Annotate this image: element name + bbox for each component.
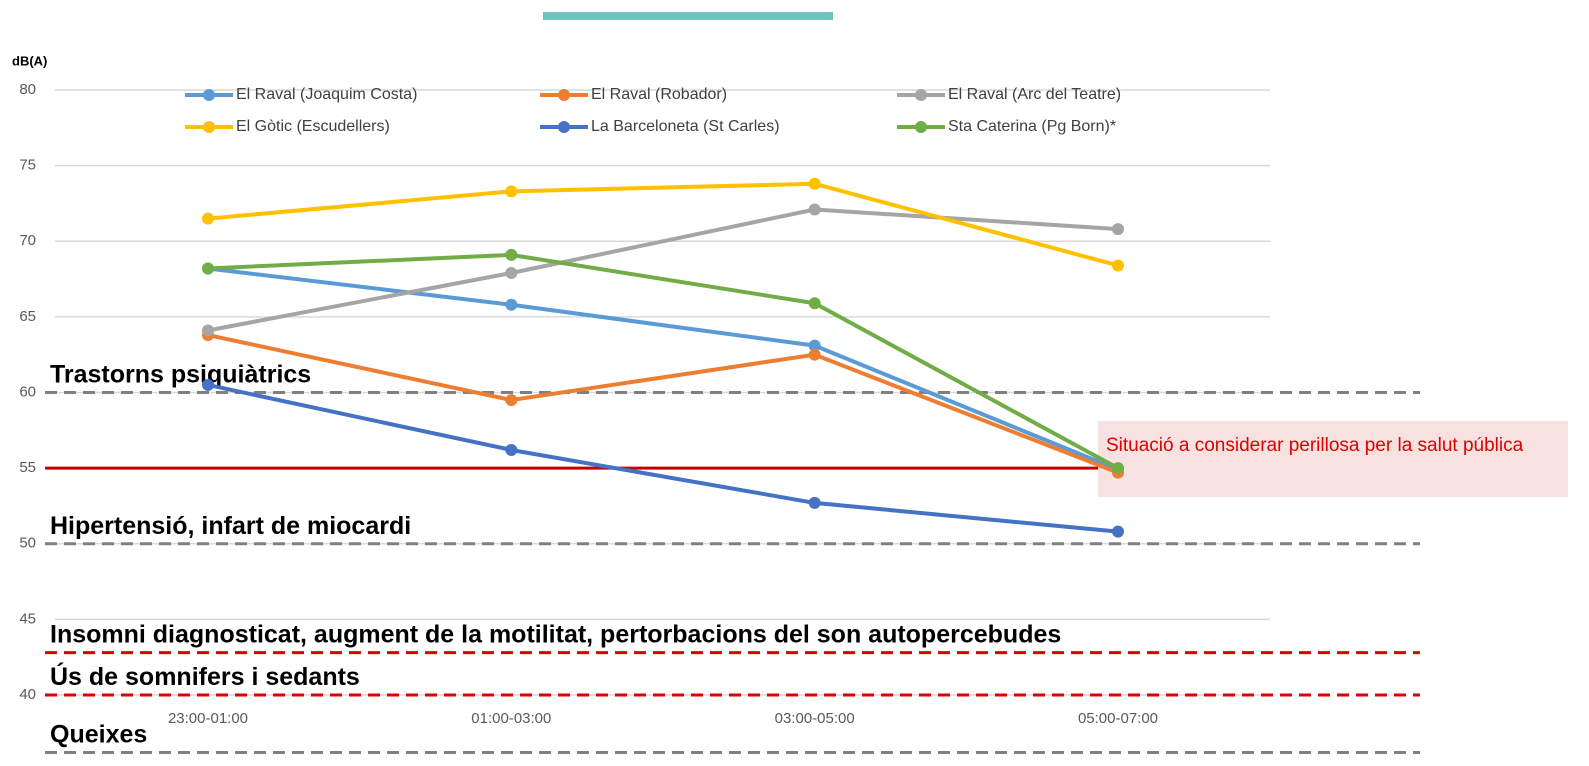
y-tick-label: 55 xyxy=(19,459,36,476)
y-tick-label: 60 xyxy=(19,383,36,400)
data-point xyxy=(505,267,518,280)
y-tick-label: 50 xyxy=(19,535,36,552)
data-point xyxy=(202,378,214,391)
y-tick-label: 40 xyxy=(19,686,36,703)
legend-marker xyxy=(558,89,570,101)
legend-label: El Raval (Robador) xyxy=(591,86,727,103)
data-point xyxy=(202,212,214,225)
x-tick-label: 03:00-05:00 xyxy=(775,710,855,727)
y-tick-label: 45 xyxy=(19,610,36,627)
threshold-label: Ús de somnifers i sedants xyxy=(50,661,360,691)
title-bar xyxy=(543,12,833,20)
series-line xyxy=(207,207,1119,333)
series-line xyxy=(207,181,1119,268)
threshold-label: Queixes xyxy=(50,720,147,748)
data-point xyxy=(505,443,518,456)
x-tick-label: 01:00-03:00 xyxy=(471,710,551,727)
x-tick-label: 23:00-01:00 xyxy=(168,710,248,727)
data-point xyxy=(808,203,821,216)
legend-marker xyxy=(558,121,570,133)
y-tick-label: 70 xyxy=(19,232,36,249)
data-point xyxy=(505,298,518,311)
legend-label: El Raval (Arc del Teatre) xyxy=(948,86,1121,103)
note-box: Situació a considerar perillosa per la s… xyxy=(1098,421,1568,497)
data-point xyxy=(1112,223,1124,236)
legend-marker xyxy=(203,89,215,101)
data-point xyxy=(808,496,821,509)
legend-label: La Barceloneta (St Carles) xyxy=(591,118,780,135)
data-point xyxy=(1112,462,1124,475)
x-tick-label: 05:00-07:00 xyxy=(1078,710,1158,727)
threshold-label: Trastorns psiquiàtrics xyxy=(50,361,311,389)
data-point xyxy=(505,394,518,407)
data-point xyxy=(505,185,518,198)
data-point xyxy=(202,262,214,275)
data-point xyxy=(202,324,214,337)
y-tick-label: 75 xyxy=(19,157,36,174)
data-point xyxy=(808,297,821,310)
series-line xyxy=(207,333,1119,475)
y-axis-label: dB(A) xyxy=(12,53,47,68)
data-point xyxy=(808,348,821,361)
threshold-label: Insomni diagnosticat, augment de la moti… xyxy=(50,621,1061,649)
series-line xyxy=(207,252,1119,470)
legend-marker xyxy=(915,121,927,133)
series-line xyxy=(207,266,1119,472)
legend-label: El Gòtic (Escudellers) xyxy=(236,118,390,135)
note: Situació a considerar perillosa per la s… xyxy=(1098,421,1568,497)
data-point xyxy=(808,177,821,190)
threshold-label: Hipertensió, infart de miocardi xyxy=(50,512,411,540)
series-line xyxy=(207,382,1119,534)
y-tick-label: 80 xyxy=(19,81,36,98)
data-point xyxy=(1112,525,1124,538)
y-tick-label: 65 xyxy=(19,308,36,325)
legend-label: El Raval (Joaquim Costa) xyxy=(236,86,417,103)
data-point xyxy=(808,339,821,352)
data-point xyxy=(505,248,518,261)
legend-marker xyxy=(203,121,215,133)
legend-marker xyxy=(915,89,927,101)
data-point xyxy=(1112,259,1124,272)
legend-label: Sta Caterina (Pg Born)* xyxy=(948,118,1116,135)
